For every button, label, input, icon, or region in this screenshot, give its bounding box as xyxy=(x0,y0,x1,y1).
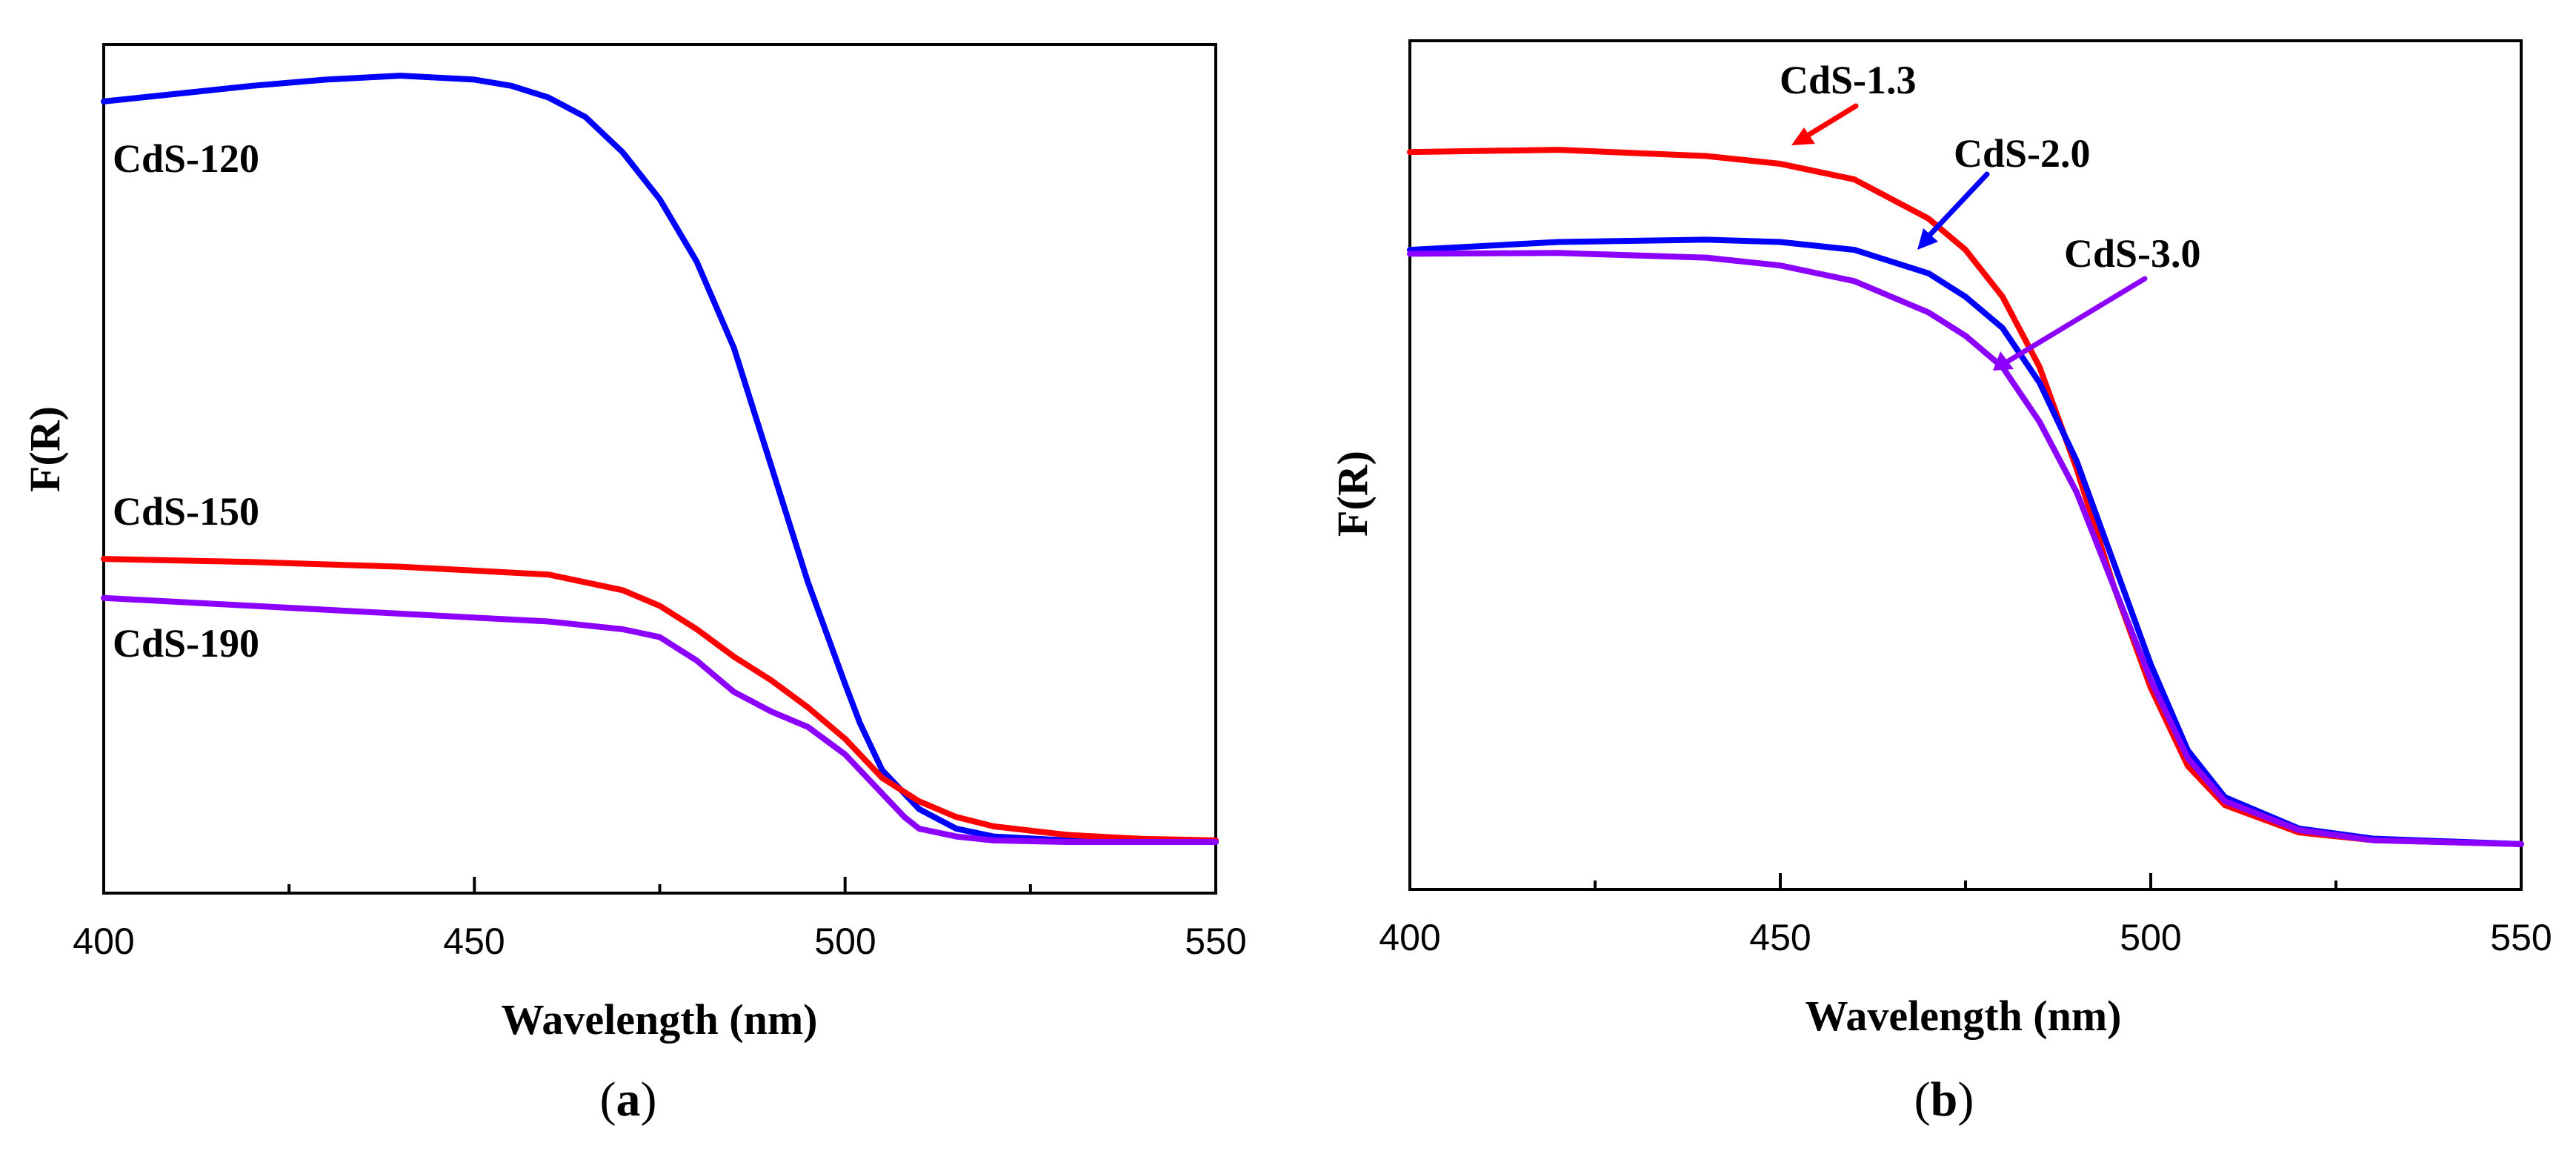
panel-b-x-tick-label: 500 xyxy=(2120,917,2181,958)
panel-b: 400 450 500 550 Wavelength (nm) F(R) CdS… xyxy=(1328,39,2552,1127)
panel-b-x-ticks xyxy=(1408,873,2523,889)
panel-b-y-axis-title: F(R) xyxy=(1328,451,1377,537)
panel-b-label-cds-1-3: CdS-1.3 xyxy=(1780,58,1917,102)
arrow-head-cds-1-3 xyxy=(1791,127,1815,145)
panel-a-x-tick-label: 500 xyxy=(814,921,876,962)
panel-a-plot-frame xyxy=(102,43,1217,895)
panel-a-label-cds-120: CdS-120 xyxy=(113,136,259,181)
panel-a-caption: (a) xyxy=(600,1072,657,1127)
arrow-cds-3-0 xyxy=(2002,276,2148,366)
arrow-head-cds-3-0 xyxy=(1993,351,2014,371)
panel-a-series xyxy=(101,73,1219,845)
panel-a-label-cds-150: CdS-150 xyxy=(113,489,259,534)
panel-a-x-axis-title: Wavelength (nm) xyxy=(502,995,818,1044)
panel-b-x-axis-title: Wavelength (nm) xyxy=(1805,992,2122,1040)
panel-a-x-tick-label: 450 xyxy=(443,921,505,962)
panel-b-x-tick-label: 450 xyxy=(1749,917,1811,958)
series-line-cds-190 xyxy=(101,594,1219,845)
panel-b-caption: (b) xyxy=(1914,1072,1974,1127)
panel-a-label-cds-190: CdS-190 xyxy=(113,621,259,666)
arrow-head-cds-2-0 xyxy=(1917,228,1938,250)
panel-b-x-tick-label: 400 xyxy=(1379,917,1440,958)
series-line-cds-3-0 xyxy=(1407,250,2524,847)
series-line-cds-120 xyxy=(101,73,1219,845)
panel-b-series xyxy=(1407,147,2524,847)
arrow-cds-2-0 xyxy=(1923,171,1990,242)
panel-a-x-ticks xyxy=(102,877,1217,893)
panel-a-x-tick-label: 550 xyxy=(1185,921,1246,962)
panel-b-x-tick-label: 550 xyxy=(2490,917,2552,958)
panel-b-label-cds-2-0: CdS-2.0 xyxy=(1954,131,2091,176)
panel-b-label-cds-3-0: CdS-3.0 xyxy=(2064,231,2201,276)
series-line-cds-150 xyxy=(101,556,1219,843)
panel-a-x-tick-label: 400 xyxy=(73,921,134,962)
panel-a-y-axis-title: F(R) xyxy=(21,406,69,492)
panel-a: 400 450 500 550 Wavelength (nm) F(R) CdS… xyxy=(21,43,1247,1127)
panel-b-arrows xyxy=(1791,103,2148,371)
series-line-cds-2-0 xyxy=(1407,236,2524,847)
series-line-cds-1-3 xyxy=(1407,147,2524,847)
